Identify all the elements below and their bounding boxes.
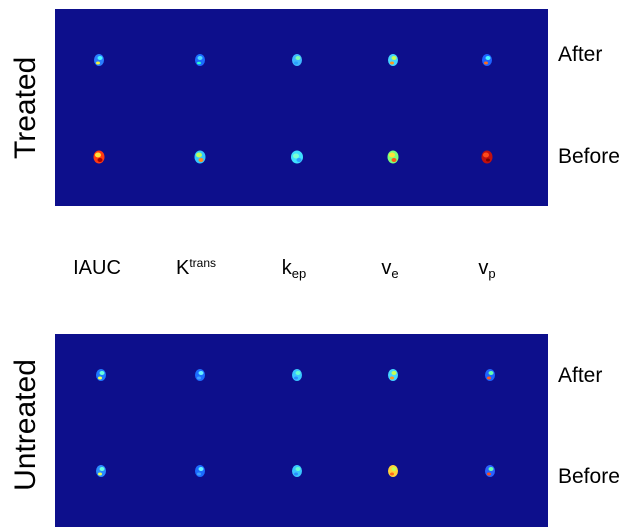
untreated-after-label: After (558, 364, 603, 387)
treated-maps (93, 54, 493, 164)
column-label-kep: kep (281, 257, 307, 281)
untreated-image-panel (55, 334, 548, 527)
treated-before-vp-map (481, 150, 493, 164)
treated-group-label: Treated (9, 56, 42, 159)
treated-after-ve-map (388, 54, 398, 66)
treated-before-label: Before (558, 145, 620, 168)
untreated-after-iauc-map (96, 369, 106, 381)
treated-after-iauc-map (94, 54, 104, 66)
column-label-iauc: IAUC (73, 257, 121, 279)
untreated-after-ktrans-map (195, 369, 205, 381)
treated-after-kep-map (292, 54, 302, 66)
treated-before-ktrans-map (194, 150, 206, 164)
treated-image-panel (55, 9, 548, 206)
untreated-maps (96, 369, 495, 477)
untreated-after-ve-map (388, 369, 398, 381)
treated-after-label: After (558, 43, 603, 66)
treated-before-iauc-map (93, 150, 105, 164)
treated-before-ve-map (387, 150, 399, 164)
treated-after-vp-map (482, 54, 492, 66)
column-label-ktrans: Ktrans (175, 256, 217, 279)
untreated-before-ktrans-map (195, 465, 205, 477)
treated-after-ktrans-map (195, 54, 205, 66)
untreated-before-kep-map (292, 465, 302, 477)
untreated-before-vp-map (485, 465, 495, 477)
treated-before-kep-map (291, 150, 303, 164)
column-label-ve: ve (381, 257, 399, 281)
untreated-before-ve-map (388, 465, 398, 477)
untreated-after-vp-map (485, 369, 495, 381)
untreated-before-iauc-map (96, 465, 106, 477)
untreated-after-kep-map (292, 369, 302, 381)
untreated-before-label: Before (558, 465, 620, 488)
untreated-group-label: Untreated (9, 359, 42, 491)
column-label-vp: vp (478, 257, 496, 281)
